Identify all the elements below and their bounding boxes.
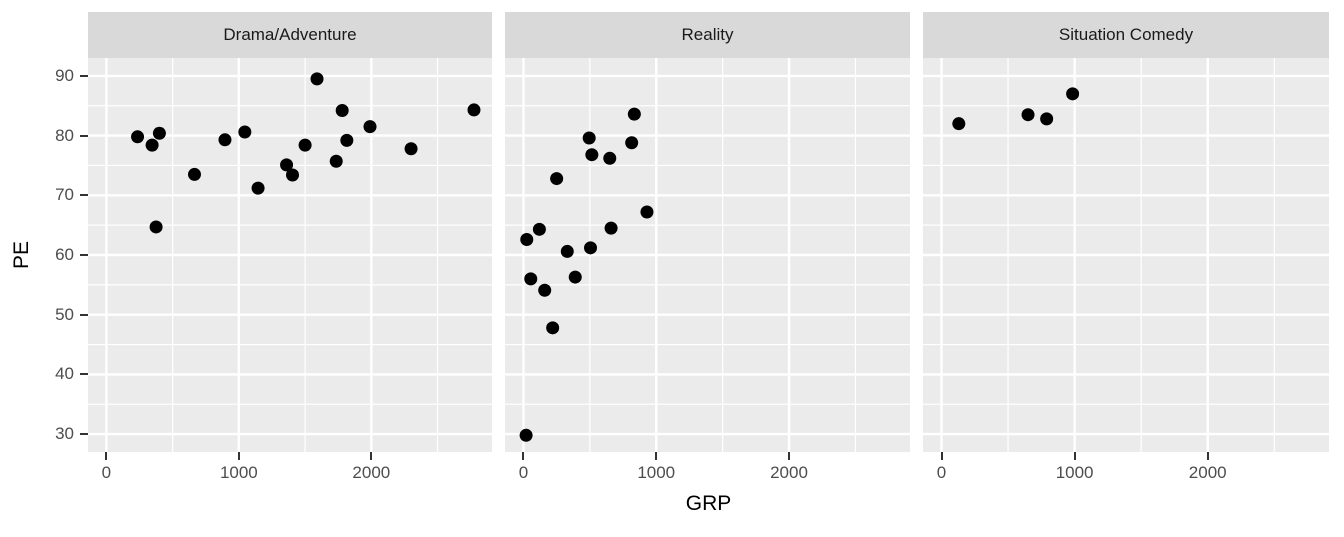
- data-point: [1040, 112, 1054, 126]
- x-axis-tick-mark: [788, 452, 791, 460]
- x-axis-tick-label: 1000: [219, 463, 258, 482]
- data-point: [335, 104, 349, 118]
- data-point: [149, 220, 163, 234]
- data-point: [640, 205, 654, 219]
- x-axis-tick-mark: [370, 452, 373, 460]
- x-axis-tick-mark: [655, 452, 658, 460]
- data-point: [363, 120, 377, 134]
- data-point: [280, 158, 294, 172]
- x-axis-tick-mark: [522, 452, 525, 460]
- x-axis-tick-label: 0: [936, 463, 947, 482]
- y-axis-tick-label: 60: [55, 245, 74, 264]
- data-point: [585, 148, 599, 162]
- y-axis-tick-label: 30: [55, 424, 74, 444]
- data-point: [340, 133, 354, 147]
- x-axis-tick-mark: [1073, 452, 1076, 460]
- data-point: [520, 232, 534, 246]
- data-point: [329, 154, 343, 168]
- data-point: [603, 151, 617, 165]
- y-axis-tick-label: 70: [55, 185, 74, 205]
- x-axis-tick-mark: [1206, 452, 1209, 460]
- facet-strip-label: Situation Comedy: [1058, 25, 1194, 44]
- x-axis-tick-label: 1000: [637, 463, 676, 482]
- x-axis-tick-label: 1000: [1055, 463, 1094, 482]
- x-axis-tick-label: 2000: [770, 463, 808, 482]
- y-axis-tick-mark: [80, 373, 88, 376]
- data-point: [238, 125, 252, 139]
- facet-strip-reality: Reality: [505, 12, 910, 58]
- facet-strip-drama-adventure: Drama/Adventure: [88, 12, 492, 58]
- data-point: [404, 142, 418, 156]
- y-axis-tick-mark: [80, 254, 88, 256]
- y-axis-tick-mark: [80, 194, 88, 197]
- y-axis-tick-mark: [80, 134, 88, 137]
- data-point: [546, 321, 560, 335]
- y-axis-tick-mark: [80, 313, 88, 316]
- data-point: [604, 221, 618, 235]
- data-point: [251, 181, 265, 195]
- data-point: [532, 222, 546, 236]
- y-axis-tick-mark: [80, 74, 88, 77]
- data-point: [519, 428, 533, 442]
- data-point: [152, 126, 166, 140]
- data-point: [560, 244, 574, 258]
- data-point: [550, 172, 564, 186]
- y-axis-tick-label: 80: [55, 125, 74, 145]
- x-axis-tick-label: 2000: [1188, 463, 1227, 482]
- y-axis-tick-label: 50: [55, 304, 74, 324]
- data-point: [286, 168, 300, 182]
- data-point: [310, 72, 324, 86]
- x-axis-tick-label: 0: [101, 463, 112, 482]
- x-axis-tick-label: 2000: [352, 463, 391, 482]
- data-point: [467, 103, 481, 117]
- data-point: [582, 131, 596, 145]
- y-axis-tick-label: 90: [55, 65, 74, 85]
- data-point: [1021, 108, 1035, 122]
- x-axis-title: GRP: [685, 492, 732, 515]
- x-axis-tick-mark: [105, 452, 108, 460]
- data-point: [952, 117, 966, 131]
- panel-situation-comedy: [923, 58, 1329, 452]
- x-axis-tick-mark: [940, 452, 943, 460]
- panel-drama-adventure: [88, 58, 492, 452]
- x-axis-tick-mark: [237, 452, 240, 460]
- panel-reality: [505, 58, 910, 452]
- facet-strip-label: Reality: [681, 25, 734, 44]
- data-point: [298, 138, 312, 152]
- data-point: [131, 130, 145, 144]
- data-point: [145, 138, 159, 152]
- y-axis-tick-label: 40: [55, 364, 74, 384]
- data-point: [1066, 87, 1080, 101]
- data-point: [538, 283, 552, 297]
- data-point: [218, 133, 232, 147]
- data-point: [187, 167, 201, 181]
- data-point: [524, 272, 538, 286]
- data-point: [627, 107, 641, 121]
- data-point: [625, 136, 639, 150]
- data-point: [568, 270, 582, 284]
- y-axis-tick-mark: [80, 433, 88, 436]
- x-axis-tick-label: 0: [518, 463, 529, 482]
- data-point: [584, 241, 598, 255]
- facet-strip-label: Drama/Adventure: [223, 25, 357, 44]
- y-axis-title: PE: [10, 240, 33, 269]
- facet-strip-situation-comedy: Situation Comedy: [923, 12, 1329, 58]
